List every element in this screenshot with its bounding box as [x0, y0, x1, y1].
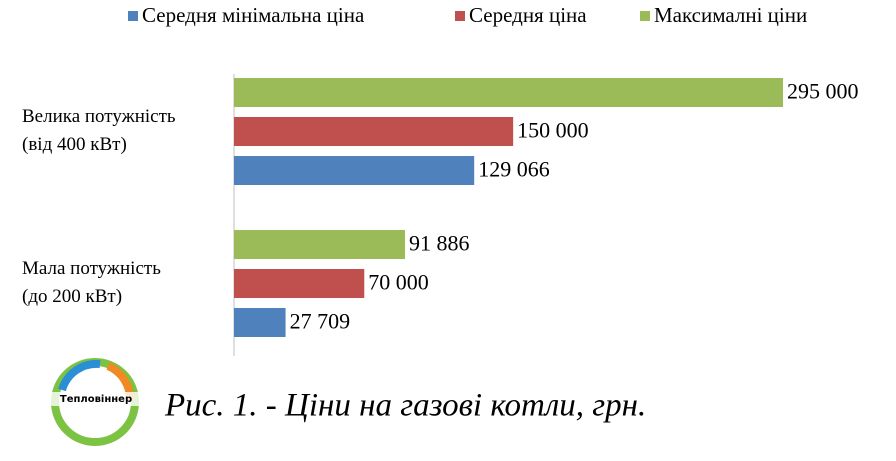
caption: Рис. 1. - Ціни на газові котли, грн. [164, 388, 646, 424]
value-label: 295 000 [787, 79, 859, 104]
logo-arc [58, 359, 101, 392]
bar [234, 117, 514, 146]
bar [234, 230, 406, 259]
bar [234, 308, 286, 337]
value-label: 27 709 [290, 309, 351, 334]
category-label: Мала потужність [22, 258, 161, 279]
legend-label: Середня мінімальна ціна [142, 3, 365, 27]
value-label: 91 886 [409, 231, 470, 256]
logo-plate [50, 392, 142, 406]
bar [234, 156, 475, 185]
category-label: Велика потужність [22, 106, 176, 127]
value-label: 150 000 [517, 118, 589, 143]
bar [234, 78, 783, 107]
legend-swatch [455, 11, 465, 21]
logo: Тепловіннер [50, 358, 142, 446]
legend-label: Середня ціна [469, 3, 587, 27]
value-label: 70 000 [368, 270, 429, 295]
value-label: 129 066 [478, 157, 549, 182]
bar [234, 269, 365, 298]
legend-label: Максималні ціни [654, 3, 807, 27]
legend-swatch [128, 11, 138, 21]
category-label: (від 400 кВт) [22, 134, 127, 155]
logo-text: Тепловіннер [60, 394, 132, 405]
category-label: (до 200 кВт) [22, 286, 122, 307]
legend-swatch [640, 11, 650, 21]
